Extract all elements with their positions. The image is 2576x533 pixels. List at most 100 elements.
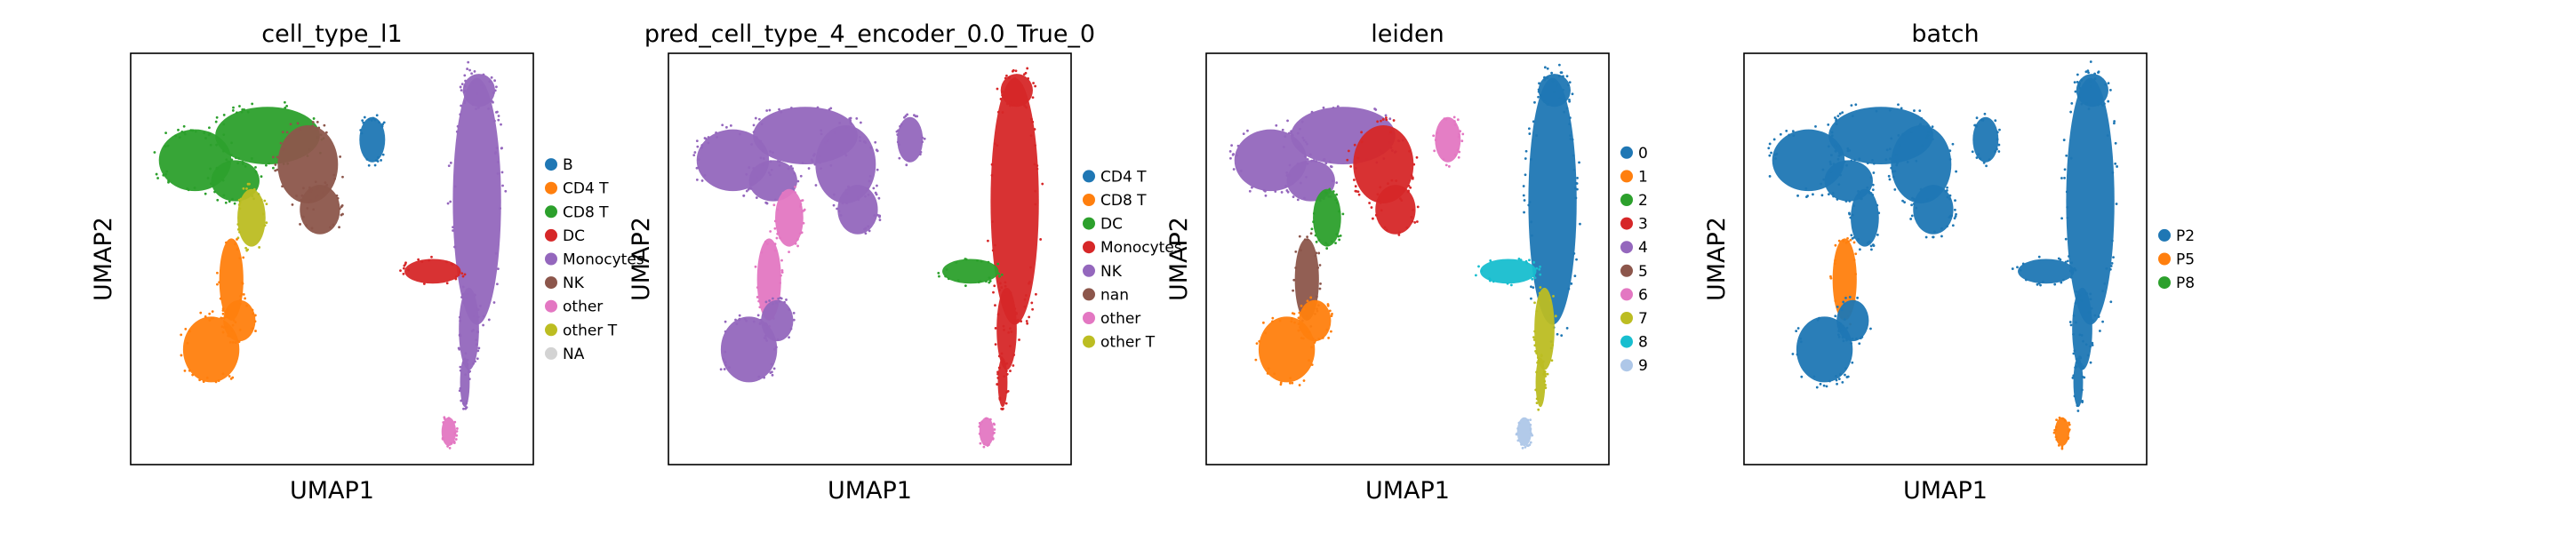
point <box>1353 143 1356 147</box>
point <box>1011 104 1014 107</box>
point <box>1852 204 1856 208</box>
point <box>1356 156 1360 160</box>
point <box>2076 404 2079 407</box>
point <box>859 121 862 124</box>
point <box>1410 216 1413 219</box>
point <box>1242 132 1245 136</box>
point <box>236 162 240 165</box>
point <box>1533 100 1536 104</box>
point <box>215 166 219 170</box>
point <box>878 215 881 219</box>
point <box>1576 176 1579 179</box>
x-axis-label: UMAP1 <box>828 477 912 505</box>
point <box>1827 193 1830 196</box>
point <box>2060 177 2063 179</box>
cluster-loop_center <box>1310 187 1345 250</box>
legend-label: 5 <box>1638 263 1648 281</box>
point <box>372 116 375 120</box>
point <box>2089 361 2092 364</box>
point <box>2087 107 2091 110</box>
point <box>773 243 777 245</box>
point <box>982 442 986 446</box>
legend-label: 7 <box>1638 310 1648 328</box>
point <box>752 320 756 323</box>
axes-frame <box>1205 52 1610 465</box>
point <box>494 251 498 255</box>
point <box>2080 366 2083 370</box>
point <box>2069 275 2073 279</box>
point <box>1318 264 1322 266</box>
point <box>1031 307 1035 311</box>
point <box>442 421 445 424</box>
point <box>1281 128 1284 131</box>
point <box>496 161 500 163</box>
point <box>1509 283 1513 287</box>
point <box>1834 314 1837 318</box>
point <box>1538 267 1541 271</box>
point <box>747 187 750 191</box>
point <box>204 315 207 318</box>
point <box>260 198 263 202</box>
point <box>1328 160 1332 163</box>
point <box>272 166 275 170</box>
point <box>493 119 496 123</box>
point <box>458 389 461 393</box>
point <box>1385 228 1388 232</box>
point <box>1000 352 1004 355</box>
cluster-arm <box>1884 116 1957 239</box>
point <box>2114 162 2117 165</box>
point <box>450 442 453 445</box>
point <box>209 167 212 171</box>
point <box>1357 193 1361 196</box>
point <box>2108 267 2112 271</box>
point <box>1848 211 1851 215</box>
point <box>1933 230 1936 234</box>
point <box>2115 203 2118 205</box>
point <box>156 177 159 179</box>
point <box>704 137 708 140</box>
point <box>208 319 212 322</box>
point <box>1293 321 1296 324</box>
point <box>254 171 258 173</box>
point <box>458 347 461 351</box>
legend-marker <box>545 252 557 266</box>
point <box>1024 71 1028 75</box>
point <box>2091 341 2094 345</box>
point <box>791 187 795 190</box>
point <box>1334 242 1337 244</box>
point <box>1535 266 1539 270</box>
point <box>1262 321 1265 324</box>
point <box>1273 372 1276 376</box>
point <box>1563 99 1565 103</box>
point <box>251 327 254 330</box>
point <box>980 259 983 263</box>
point <box>771 373 774 377</box>
point <box>760 123 764 126</box>
legend-item: 2 <box>1620 192 1648 210</box>
point <box>1003 290 1006 293</box>
point <box>460 104 463 107</box>
point <box>816 159 820 163</box>
point <box>793 171 796 175</box>
legend-marker <box>545 346 557 360</box>
point <box>1768 154 1772 157</box>
point <box>1005 372 1009 376</box>
point <box>1336 202 1339 204</box>
point <box>1858 191 1861 195</box>
point <box>724 330 727 333</box>
point <box>454 277 458 281</box>
point <box>1791 353 1795 355</box>
legend-label: CD4 T <box>563 180 609 198</box>
point <box>2076 290 2080 294</box>
point <box>991 437 995 440</box>
point <box>1971 150 1974 154</box>
point <box>1822 178 1826 181</box>
point <box>993 284 996 288</box>
point <box>1352 179 1356 181</box>
point <box>1982 161 1986 164</box>
point <box>1568 81 1572 84</box>
point <box>1029 134 1033 138</box>
point <box>1415 155 1419 159</box>
